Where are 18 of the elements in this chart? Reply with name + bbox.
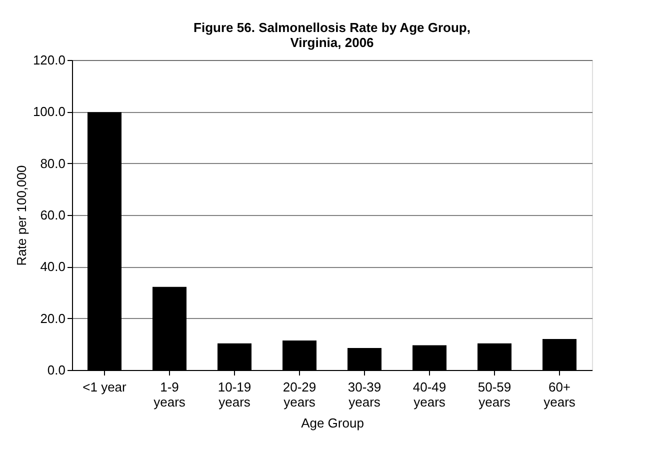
y-tick-label: 60.0 (40, 208, 66, 222)
x-tick-label: <1 year (82, 380, 128, 394)
y-tick-label: 40.0 (40, 259, 66, 274)
y-tick-label: 20.0 (40, 310, 66, 326)
x-tick-label: 60+ years (544, 380, 576, 410)
x-axis-title: Age Group (301, 416, 364, 430)
y-axis-title: Rate per 100,000 (14, 165, 29, 266)
y-tick-label: 0.0 (47, 362, 66, 378)
x-tick-label: 30-39 years (348, 380, 382, 410)
y-tick-label: 100.0 (32, 104, 66, 120)
x-tick-label: 10-19 years (218, 380, 252, 410)
x-tick-label: 50-59 years (478, 380, 512, 410)
y-tick-label: 80.0 (40, 156, 66, 171)
chart-title: Figure 56. Salmonellosis Rate by Age Group, Virginia, 2006 (194, 20, 470, 50)
y-tick-label: 120.0 (32, 52, 66, 68)
x-tick-label: 1-9 years (154, 380, 186, 410)
x-tick-label: 40-49 years (412, 380, 446, 410)
x-tick-label: 20-29 years (282, 380, 316, 410)
